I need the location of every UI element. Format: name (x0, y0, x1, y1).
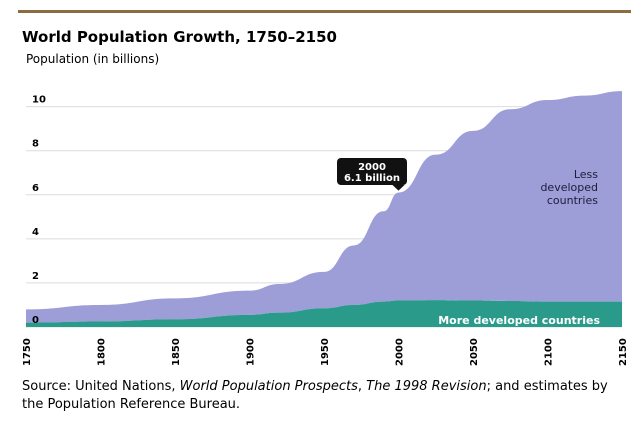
x-tick-1900: 1900 (246, 338, 257, 366)
chart-title: World Population Growth, 1750–2150 (22, 28, 337, 46)
area-series (26, 91, 622, 327)
callout-value: 6.1 billion (344, 173, 400, 184)
x-tick-1850: 1850 (171, 338, 182, 366)
x-tick-2050: 2050 (469, 338, 480, 366)
area-more-developed (26, 300, 622, 327)
x-tick-2150: 2150 (618, 338, 629, 366)
y-tick-10: 10 (32, 95, 46, 106)
label-less-developed-line-3: countries (547, 194, 598, 207)
population-chart: 0 2 4 6 8 10 1750 1800 1850 1900 1950 2000 2050 2100… (22, 91, 629, 366)
source-suffix: ; and estimates by the Population Refere… (22, 379, 608, 412)
label-more-developed: More developed countries (438, 314, 600, 327)
top-rule (18, 10, 631, 13)
y-tick-4: 4 (32, 227, 39, 238)
y-tick-0: 0 (32, 315, 39, 326)
source-note: Source: United Nations, World Population… (22, 378, 627, 414)
callout-pointer (392, 185, 405, 191)
callout-year: 2000 (358, 162, 386, 173)
x-tick-1750: 1750 (22, 338, 33, 366)
label-less-developed-line-2: developed (540, 181, 598, 194)
callout-box (337, 158, 407, 185)
source-work: World Population Prospects (179, 379, 358, 394)
y-tick-labels: 0 2 4 6 8 10 (32, 95, 46, 326)
y-tick-6: 6 (32, 183, 39, 194)
area-less-developed (26, 91, 622, 323)
y-tick-8: 8 (32, 139, 39, 150)
x-tick-2100: 2100 (544, 338, 555, 366)
x-tick-1950: 1950 (320, 338, 331, 366)
x-tick-labels: 1750 1800 1850 1900 1950 2000 2050 2100 2150 (22, 338, 629, 366)
source-sep: , (357, 379, 367, 394)
source-revision: The 1998 Revision (366, 379, 487, 394)
y-tick-2: 2 (32, 271, 39, 282)
x-tick-1800: 1800 (97, 338, 108, 366)
y-axis-label: Population (in billions) (26, 52, 160, 66)
source-prefix: Source: United Nations, (22, 379, 180, 394)
x-tick-2000: 2000 (395, 338, 406, 366)
label-less-developed-line-1: Less (574, 168, 598, 181)
